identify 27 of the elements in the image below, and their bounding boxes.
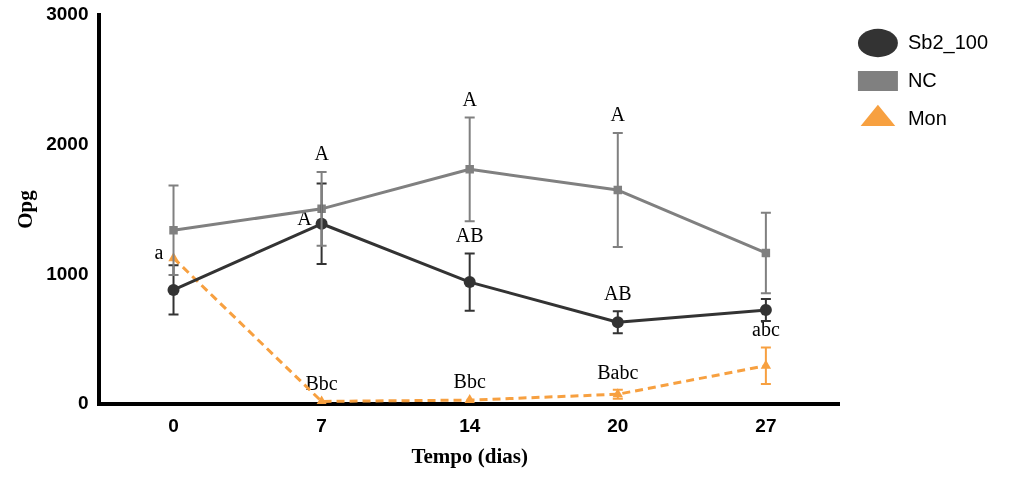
x-axis-title: Tempo (dias): [411, 443, 528, 468]
annotation: abc: [751, 317, 780, 340]
annotation: AB: [455, 223, 484, 246]
point: [316, 395, 327, 404]
annotation: Bbc: [305, 371, 338, 394]
annotation: Bbc: [453, 370, 486, 393]
y-tick-label: 1000: [46, 262, 89, 284]
annotation: Babc: [597, 360, 639, 383]
x-tick-label: 14: [459, 414, 481, 436]
y-tick-label: 3000: [46, 3, 89, 25]
legend-label: Mon: [907, 106, 947, 129]
annotation: A: [297, 207, 313, 230]
y-axis-title: Opg: [13, 189, 38, 229]
y-tick-label: 0: [77, 392, 89, 414]
y-tick-label: 2000: [46, 132, 89, 154]
point: [464, 394, 475, 404]
legend-label: Sb2_100: [907, 30, 988, 54]
x-tick-label: 20: [607, 414, 629, 436]
annotation: A: [314, 142, 330, 165]
annotation: A: [462, 87, 478, 110]
x-tick-label: 27: [755, 414, 777, 436]
x-tick-label: 0: [168, 414, 179, 436]
annotation: AB: [603, 281, 632, 304]
annotation: A: [610, 103, 626, 126]
x-tick-label: 7: [316, 414, 327, 436]
legend-label: NC: [907, 68, 937, 91]
annotation: a: [154, 241, 164, 264]
